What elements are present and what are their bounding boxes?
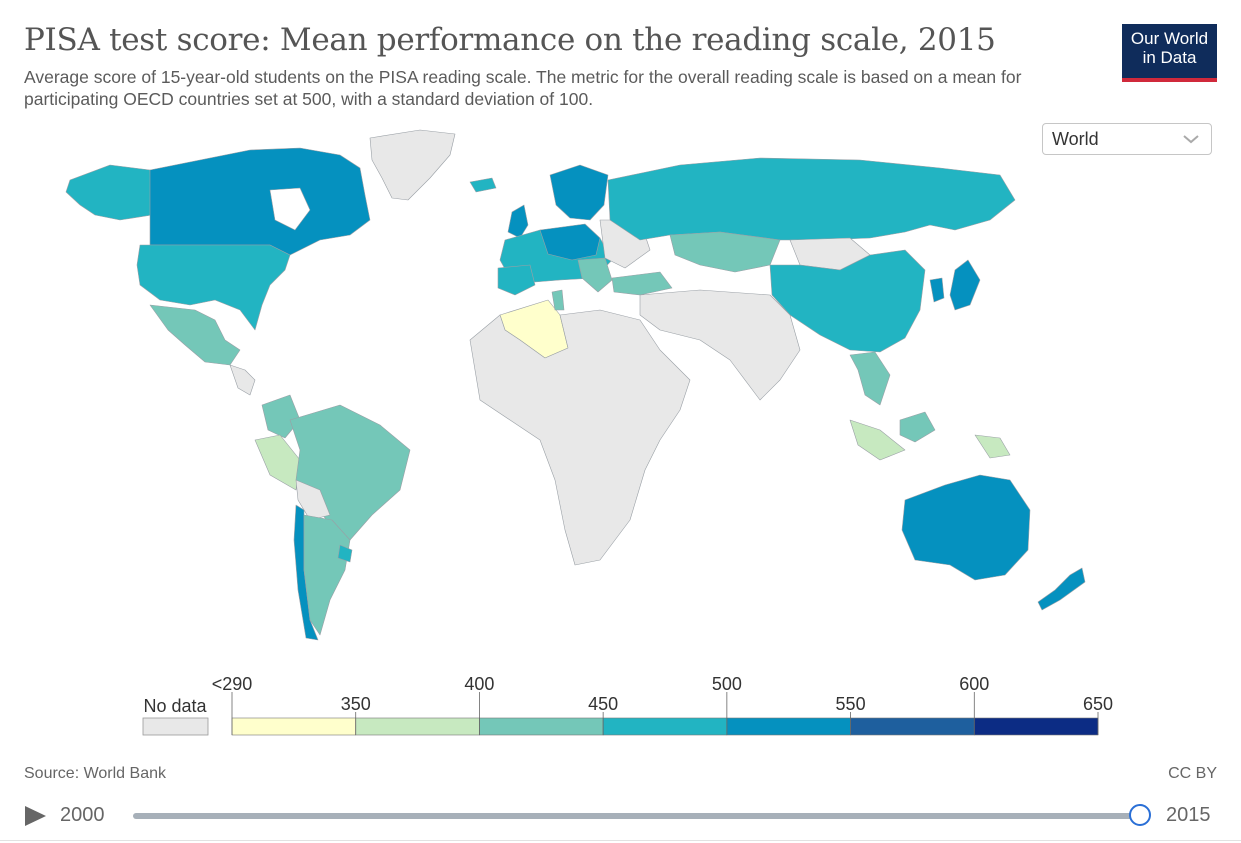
region-australia — [901, 474, 1031, 581]
region-japan — [949, 259, 981, 311]
legend-label-lower: 550 — [836, 694, 866, 714]
region-thailand-vietnam — [849, 351, 891, 406]
region-central-america — [229, 364, 256, 396]
legend-label-upper: 500 — [712, 674, 742, 694]
chart-title: PISA test score: Mean performance on the… — [24, 22, 996, 58]
region-scandinavia — [549, 164, 609, 221]
region-bolivia — [295, 479, 331, 521]
timeline-handle[interactable] — [1129, 804, 1151, 826]
region-uruguay — [337, 544, 353, 563]
region-africa — [469, 309, 691, 566]
region-indonesia-3 — [974, 434, 1011, 459]
region-select-value: World — [1052, 129, 1099, 149]
region-uk — [507, 204, 529, 239]
region-canada — [149, 147, 371, 256]
region-colombia — [261, 394, 301, 439]
region-greenland — [369, 129, 456, 201]
color-legend: No data <290 400 500 600 350 450 550 650 — [142, 674, 1113, 736]
license-link[interactable]: CC BY — [1168, 765, 1217, 782]
bottom-divider — [0, 840, 1241, 841]
region-hudson-bay — [269, 187, 311, 231]
legend-label-upper: <290 — [212, 674, 253, 694]
legend-bins: <290 400 500 600 350 450 550 650 — [212, 674, 1113, 736]
region-usa — [136, 244, 291, 331]
legend-bin — [726, 717, 851, 736]
region-mexico — [149, 304, 241, 366]
legend-label-upper: 400 — [464, 674, 494, 694]
region-alaska — [65, 164, 153, 221]
logo-line-2: in Data — [1142, 48, 1197, 67]
legend-label-lower: 650 — [1083, 694, 1113, 714]
region-middle-east — [639, 289, 801, 401]
chevron-down-icon — [1183, 135, 1199, 144]
world-map[interactable] — [0, 120, 1241, 660]
region-indonesia — [849, 419, 906, 461]
region-indonesia-2 — [899, 411, 936, 443]
play-icon[interactable] — [24, 804, 48, 828]
region-turkey — [611, 271, 673, 296]
region-iceland — [469, 177, 497, 193]
source-text: Source: World Bank — [24, 765, 166, 782]
legend-label-upper: 600 — [959, 674, 989, 694]
legend-label-lower: 450 — [588, 694, 618, 714]
timeline[interactable]: 2000 2015 — [0, 795, 1241, 835]
legend-bin — [850, 717, 975, 736]
region-china — [769, 249, 926, 353]
logo-accent-bar — [1122, 78, 1217, 82]
region-peru — [254, 434, 301, 491]
chart-subtitle: Average score of 15-year-old students on… — [24, 67, 1022, 109]
timeline-end-year: 2015 — [1166, 804, 1211, 826]
legend-bin — [602, 717, 728, 736]
region-iberia — [497, 264, 536, 296]
logo-line-1: Our World — [1130, 29, 1209, 48]
region-argentina — [303, 514, 351, 636]
region-russia — [607, 157, 1016, 241]
timeline-start-year: 2000 — [60, 804, 105, 826]
legend-bin — [355, 717, 480, 736]
legend-no-data-swatch — [142, 717, 209, 736]
region-new-zealand — [1037, 567, 1086, 611]
region-balkans — [577, 257, 613, 293]
timeline-track[interactable] — [133, 813, 1141, 819]
legend-bin — [479, 717, 604, 736]
region-korea — [929, 277, 945, 303]
owid-logo[interactable]: Our World in Data — [1122, 24, 1217, 82]
region-central-europe — [539, 223, 601, 261]
region-tunisia — [551, 289, 565, 311]
region-select[interactable]: World — [1042, 123, 1212, 155]
legend-label-lower: 350 — [341, 694, 371, 714]
legend-bin — [973, 717, 1099, 736]
legend-bin — [231, 717, 357, 736]
region-kazakhstan — [669, 231, 781, 273]
legend-no-data-label: No data — [143, 696, 207, 716]
